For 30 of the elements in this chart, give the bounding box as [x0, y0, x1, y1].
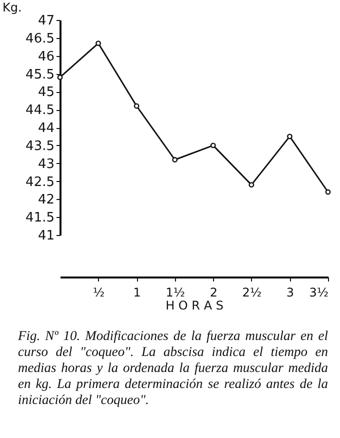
x-tick-label: 2 [210, 286, 218, 300]
y-tick-label: 43.5 [26, 138, 54, 154]
y-tick-label: 46 [38, 49, 54, 64]
point [210, 142, 216, 148]
point [286, 134, 292, 140]
x-tick-label: 1½ [166, 286, 185, 300]
point [134, 103, 140, 109]
point [96, 40, 102, 46]
point [172, 157, 178, 162]
y-tick-label: 41 [38, 228, 54, 244]
y-tick-label: 44.5 [26, 103, 54, 118]
y-tick-label: 42 [38, 192, 54, 208]
x-tick-label: 3½ [309, 286, 328, 300]
point [248, 182, 254, 188]
y-tick-label: 41.5 [26, 210, 54, 226]
x-tick-label: 3 [286, 286, 294, 300]
y-tick-label: 45.5 [26, 67, 54, 82]
y-tick-label: 47 [38, 14, 54, 28]
y-tick-label: 43 [38, 156, 54, 172]
y-tick-label: 42.5 [26, 174, 54, 190]
x-tick-label: ½ [92, 286, 105, 300]
y-tick-label: 44 [38, 121, 54, 136]
point [325, 189, 331, 195]
x-axis-title: H O R A S [166, 298, 224, 312]
y-tick-label: 46.5 [26, 31, 54, 46]
y-axis-title: Kg. [2, 0, 22, 14]
x-tick-label: 1 [133, 286, 141, 300]
y-tick-label: 45 [38, 85, 54, 100]
x-tick-label: 2½ [242, 286, 262, 300]
text: Fig. Nº 10. Modificaciones de la fuerza muscular en el curso del "coqueo". La abscisa indica el tiempo en medias horas y la ordenada la fuerza muscular medida en kg. La primera determinación se realizó antes de la iniciación del "coqueo". [18, 328, 328, 408]
